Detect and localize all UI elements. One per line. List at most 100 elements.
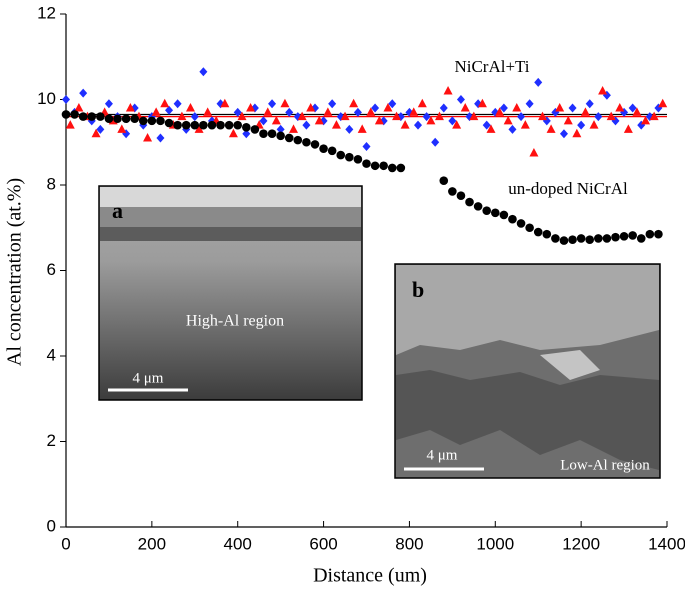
point — [503, 115, 513, 125]
point — [452, 120, 462, 129]
inset-b: b Low-Al region 4 μm — [394, 263, 661, 479]
point — [529, 147, 539, 157]
annotation: NiCrAl+Ti — [454, 57, 529, 76]
point — [422, 112, 431, 122]
point — [555, 103, 565, 112]
point — [465, 197, 474, 207]
point — [306, 103, 316, 112]
point — [632, 107, 642, 116]
point — [499, 103, 508, 113]
point — [220, 98, 230, 108]
point — [79, 88, 88, 98]
point — [259, 116, 268, 126]
x-tick-label: 1200 — [562, 534, 600, 553]
point — [104, 114, 114, 124]
point — [319, 144, 328, 153]
x-tick-label: 200 — [138, 534, 166, 553]
point — [323, 107, 333, 116]
point — [160, 98, 170, 108]
point — [448, 116, 457, 126]
point — [147, 116, 157, 126]
point — [542, 229, 552, 239]
point — [353, 107, 362, 117]
y-axis-label: Al concentration (at.%) — [4, 178, 26, 366]
point — [293, 135, 303, 145]
point — [91, 128, 101, 138]
point — [173, 99, 182, 109]
point — [645, 229, 655, 239]
scale-label: 4 μm — [133, 370, 164, 386]
y-tick-label: 2 — [47, 431, 56, 450]
point — [572, 128, 582, 138]
point — [602, 234, 612, 243]
point — [276, 124, 285, 134]
inset-label: b — [412, 277, 424, 302]
point — [302, 137, 311, 147]
point — [431, 137, 440, 147]
point — [156, 133, 165, 143]
point — [62, 95, 70, 104]
point — [280, 98, 290, 108]
point — [285, 107, 294, 117]
point — [636, 234, 646, 243]
point — [362, 159, 371, 168]
point — [585, 99, 594, 109]
point — [559, 129, 568, 139]
y-tick-label: 4 — [47, 345, 56, 364]
point — [563, 115, 573, 125]
point — [87, 112, 97, 121]
point — [456, 95, 465, 104]
point — [177, 111, 187, 121]
point — [594, 112, 603, 122]
point — [448, 187, 457, 196]
point — [216, 120, 225, 130]
x-tick-label: 1000 — [476, 534, 514, 553]
point — [181, 120, 191, 130]
inset-label: a — [112, 198, 123, 223]
point — [78, 112, 88, 121]
point — [374, 115, 384, 125]
point — [426, 115, 436, 125]
point — [349, 98, 359, 108]
coating-layer — [100, 187, 361, 207]
point — [138, 116, 148, 126]
point — [469, 111, 479, 121]
point — [606, 111, 616, 121]
point — [327, 146, 337, 156]
point — [546, 124, 556, 133]
point — [383, 103, 393, 112]
point — [585, 235, 595, 245]
point — [576, 234, 586, 243]
point — [207, 120, 217, 130]
point — [516, 219, 526, 228]
scale-label: 4 μm — [427, 447, 458, 463]
point — [121, 114, 131, 124]
point — [508, 214, 517, 224]
point — [414, 120, 423, 130]
point — [594, 234, 603, 243]
point — [74, 103, 84, 112]
point — [340, 111, 350, 121]
point — [388, 99, 397, 109]
point — [331, 120, 341, 129]
point — [370, 161, 380, 171]
inset-caption: Low-Al region — [560, 457, 650, 473]
point — [517, 112, 526, 122]
point — [439, 176, 449, 186]
x-tick-label: 400 — [224, 534, 252, 553]
point — [203, 107, 213, 116]
point — [482, 206, 492, 215]
point — [246, 103, 256, 112]
point — [366, 107, 376, 116]
point — [190, 112, 199, 122]
point — [611, 232, 620, 242]
point — [477, 98, 487, 108]
point — [151, 107, 161, 116]
point — [371, 103, 380, 113]
point — [417, 98, 427, 108]
point — [143, 132, 153, 142]
point — [96, 124, 105, 134]
point — [520, 120, 530, 129]
point — [113, 114, 122, 124]
point — [242, 122, 251, 132]
